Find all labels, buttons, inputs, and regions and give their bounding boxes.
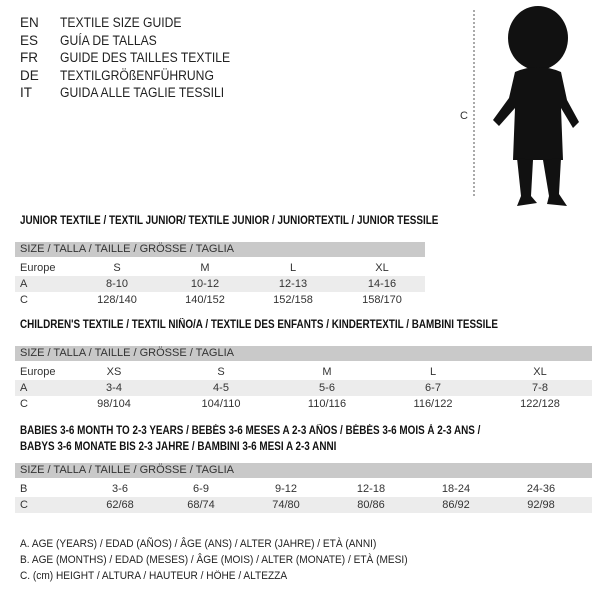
babies-section-title-line2: BABYS 3-6 MONATE BIS 2-3 JAHRE / BAMBINI…	[20, 441, 337, 453]
table-cell: 74/80	[272, 499, 300, 511]
table-cell: S	[113, 262, 121, 274]
language-code: ES	[20, 32, 39, 48]
language-title: GUIDE DES TAILLES TEXTILE	[60, 50, 231, 65]
language-title: GUÍA DE TALLAS	[60, 32, 157, 48]
table-header: SIZE / TALLA / TAILLE / GRÖSSE / TAGLIA	[15, 242, 425, 257]
table-cell: S	[217, 366, 225, 378]
junior-section-title: JUNIOR TEXTILE / TEXTIL JUNIOR/ TEXTILE …	[20, 215, 439, 227]
row-label: C	[20, 499, 28, 511]
child-silhouette-figure: C	[455, 0, 600, 215]
table-cell: 14-16	[367, 278, 397, 290]
language-code: EN	[20, 15, 39, 30]
table-cell: 122/128	[520, 398, 560, 410]
row-label: B	[20, 483, 28, 495]
table-row: C 62/68 68/74 74/80 80/86 86/92 92/98	[15, 497, 592, 513]
child-silhouette-icon	[493, 6, 579, 206]
table-header: SIZE / TALLA / TAILLE / GRÖSSE / TAGLIA	[15, 346, 592, 361]
table-cell: 18-24	[441, 483, 471, 495]
row-label: A	[20, 278, 28, 290]
row-label: Europe	[20, 262, 56, 274]
language-title: GUIDA ALLE TAGLIE TESSILI	[60, 85, 225, 100]
table-cell: XL	[533, 366, 547, 378]
table-cell: L	[289, 262, 297, 274]
legend-a: A. AGE (YEARS) / EDAD (AÑOS) / ÂGE (ANS)…	[20, 538, 377, 550]
table-cell: 24-36	[526, 483, 556, 495]
table-cell: 98/104	[97, 398, 131, 410]
table-cell: M	[200, 262, 210, 274]
table-cell: 9-12	[274, 483, 298, 495]
table-cell: 7-8	[532, 382, 548, 394]
legend-c: C. (cm) HEIGHT / ALTURA / HAUTEUR / HÖHE…	[20, 570, 288, 582]
table-cell: XS	[106, 366, 122, 378]
table-cell: 12-13	[278, 278, 308, 290]
language-title: TEXTILE SIZE GUIDE	[60, 15, 182, 30]
table-row: A 3-4 4-5 5-6 6-7 7-8	[15, 380, 592, 396]
language-code: FR	[20, 50, 38, 65]
table-cell: 5-6	[319, 382, 335, 394]
junior-size-table: SIZE / TALLA / TAILLE / GRÖSSE / TAGLIA E…	[15, 242, 425, 308]
table-header: SIZE / TALLA / TAILLE / GRÖSSE / TAGLIA	[15, 463, 592, 478]
table-cell: 140/152	[185, 294, 225, 306]
table-cell: 116/122	[413, 398, 453, 410]
table-cell: 6-7	[425, 382, 441, 394]
language-title: TEXTILGRÖßENFÜHRUNG	[60, 67, 214, 83]
table-cell: XL	[375, 262, 389, 274]
table-cell: 3-6	[112, 483, 128, 495]
table-cell: 152/158	[273, 294, 313, 306]
table-cell: 10-12	[190, 278, 220, 290]
table-cell: 68/74	[187, 499, 215, 511]
table-cell: 3-4	[106, 382, 122, 394]
language-code: DE	[20, 67, 39, 83]
table-row: A 8-10 10-12 12-13 14-16	[15, 276, 425, 292]
table-row: C 98/104 104/110 110/116 116/122 122/128	[15, 396, 592, 412]
table-row: B 3-6 6-9 9-12 12-18 18-24 24-36	[15, 481, 592, 497]
row-label: A	[20, 382, 28, 394]
row-label: Europe	[20, 366, 56, 378]
table-row: Europe S M L XL	[15, 260, 425, 276]
language-code: IT	[20, 85, 32, 100]
table-cell: 110/116	[307, 398, 347, 410]
table-row: Europe XS S M L XL	[15, 364, 592, 380]
children-size-table: SIZE / TALLA / TAILLE / GRÖSSE / TAGLIA E…	[15, 346, 592, 412]
table-cell: 104/110	[201, 398, 241, 410]
height-measure-label: C	[460, 110, 468, 122]
babies-size-table: SIZE / TALLA / TAILLE / GRÖSSE / TAGLIA B…	[15, 463, 592, 513]
row-label: C	[20, 398, 28, 410]
table-row: C 128/140 140/152 152/158 158/170	[15, 292, 425, 308]
table-cell: L	[429, 366, 437, 378]
table-cell: 12-18	[356, 483, 386, 495]
table-cell: 158/170	[362, 294, 402, 306]
babies-section-title-line1: BABIES 3-6 MONTH TO 2-3 YEARS / BEBÉS 3-…	[20, 425, 481, 437]
table-cell: 8-10	[105, 278, 129, 290]
table-cell: 86/92	[442, 499, 470, 511]
table-cell: M	[322, 366, 332, 378]
legend-b: B. AGE (MONTHS) / EDAD (MESES) / ÂGE (MO…	[20, 554, 408, 566]
table-cell: 92/98	[527, 499, 555, 511]
row-label: C	[20, 294, 28, 306]
table-cell: 4-5	[213, 382, 229, 394]
table-cell: 6-9	[193, 483, 209, 495]
table-cell: 128/140	[97, 294, 137, 306]
table-cell: 80/86	[357, 499, 385, 511]
children-section-title: CHILDREN'S TEXTILE / TEXTIL NIÑO/A / TEX…	[20, 319, 499, 331]
table-cell: 62/68	[106, 499, 134, 511]
